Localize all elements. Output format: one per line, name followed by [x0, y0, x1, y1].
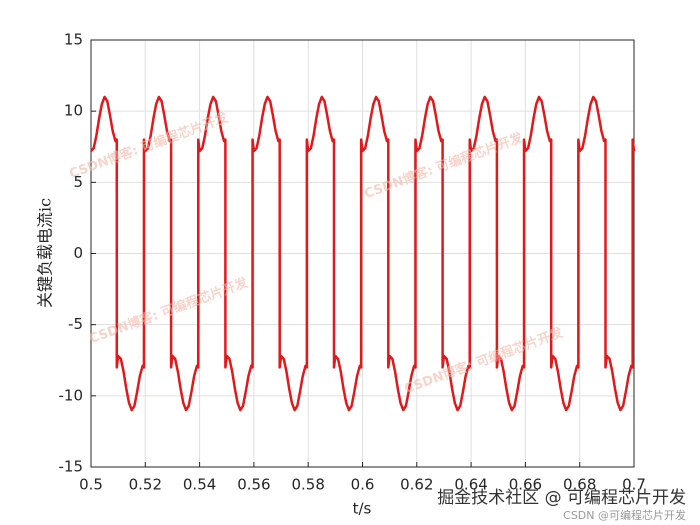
x-tick-label: 0.5: [79, 476, 103, 494]
x-tick-label: 0.68: [563, 476, 596, 494]
y-tick-label: 5: [73, 173, 83, 191]
y-tick-label: -15: [59, 458, 84, 476]
y-tick-label: 0: [73, 244, 83, 262]
plot-area: [90, 39, 636, 468]
x-tick-label: 0.6: [351, 476, 375, 494]
x-tick-label: 0.54: [183, 476, 216, 494]
watermark: CSDN @可编程芯片开发: [563, 508, 686, 522]
y-tick-label: -5: [68, 315, 83, 333]
x-tick-label: 0.58: [291, 476, 324, 494]
x-tick-label: 0.7: [622, 476, 646, 494]
x-tick-label: 0.62: [400, 476, 433, 494]
x-tick-label: 0.64: [454, 476, 487, 494]
watermark: 掘金技术社区 @ 可编程芯片开发: [437, 488, 686, 508]
y-axis-label: 关键负载电流ic: [36, 198, 55, 308]
y-tick-label: -10: [59, 386, 84, 404]
x-tick-label: 0.56: [237, 476, 270, 494]
x-tick-label: 0.52: [129, 476, 162, 494]
x-tick-label: 0.66: [509, 476, 542, 494]
y-tick-label: 15: [64, 31, 83, 49]
axes-box: [90, 39, 635, 468]
x-axis-label: t/s: [353, 500, 372, 518]
line-series: [90, 95, 636, 412]
y-tick-label: 10: [64, 102, 83, 120]
